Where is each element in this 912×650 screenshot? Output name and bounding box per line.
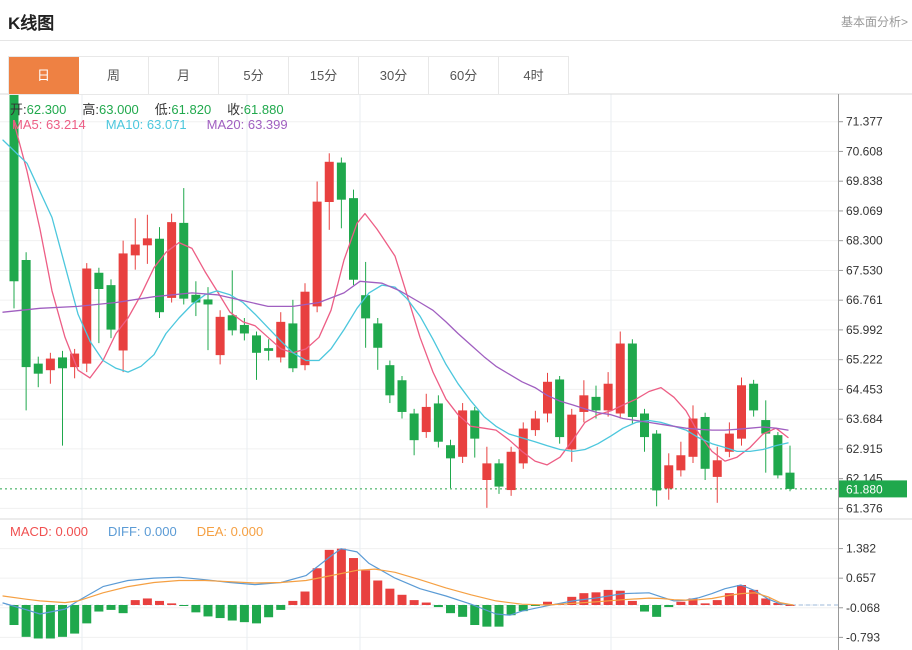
price-tick-label: 69.838 xyxy=(846,174,883,188)
period-tabbar: 日周月 5分 15分 30分 60分 4时 xyxy=(8,56,569,95)
price-tick-label: 64.453 xyxy=(846,382,883,396)
ma-readout: MA5: 63.214 MA10: 63.071 MA20: 63.399 xyxy=(12,117,288,132)
tab-周[interactable]: 周 xyxy=(79,57,149,94)
ma5-line xyxy=(13,122,789,466)
title-divider xyxy=(0,40,912,41)
tab-4时[interactable]: 4时 xyxy=(499,57,568,94)
high-readout: 高:63.000 xyxy=(82,102,139,117)
macd-value-2: DEA: 0.000 xyxy=(196,524,264,539)
price-tick-label: 68.300 xyxy=(846,234,883,248)
tab-月[interactable]: 月 xyxy=(149,57,219,94)
ma20-line xyxy=(2,280,789,431)
tab-60分[interactable]: 60分 xyxy=(429,57,499,94)
macd-value-0: MACD: 0.000 xyxy=(10,524,89,539)
tab-15分[interactable]: 15分 xyxy=(289,57,359,94)
macd-tick-label: -0.793 xyxy=(846,630,880,644)
dea-line xyxy=(2,568,794,606)
low-readout: 低:61.820 xyxy=(154,102,212,117)
ma-value-0: MA5: 63.214 xyxy=(12,117,86,132)
diff-line xyxy=(2,548,794,616)
macd-readout: MACD: 0.000 DIFF: 0.000 DEA: 0.000 xyxy=(10,524,263,539)
ma-value-1: MA10: 63.071 xyxy=(105,117,187,132)
macd-tick-label: 0.657 xyxy=(846,571,876,585)
macd-tick-label: -0.068 xyxy=(846,601,880,615)
price-tick-label: 65.222 xyxy=(846,353,883,367)
price-tick-label: 66.761 xyxy=(846,293,883,307)
ma10-line xyxy=(2,139,789,453)
price-tick-label: 69.069 xyxy=(846,204,883,218)
fundamental-analysis-link[interactable]: 基本面分析> xyxy=(840,15,908,29)
tab-日[interactable]: 日 xyxy=(9,57,79,94)
price-tick-label: 70.608 xyxy=(846,144,883,158)
page-title: K线图 xyxy=(8,14,55,33)
price-tick-label: 65.992 xyxy=(846,323,883,337)
ohlc-readout: 开:62.300 高:63.000 低:61.820 收:61.880 xyxy=(10,99,284,118)
close-readout: 收:61.880 xyxy=(227,102,284,117)
price-tick-label: 62.915 xyxy=(846,442,883,456)
macd-value-1: DIFF: 0.000 xyxy=(108,524,177,539)
price-tick-label: 61.376 xyxy=(846,501,883,515)
tab-30分[interactable]: 30分 xyxy=(359,57,429,94)
price-tick-label: 67.530 xyxy=(846,263,883,277)
candles-layer xyxy=(9,89,795,508)
macd-bars-layer xyxy=(9,548,795,639)
open-readout: 开:62.300 xyxy=(10,102,67,117)
ma-value-2: MA20: 63.399 xyxy=(206,117,288,132)
price-tick-label: 63.684 xyxy=(846,412,883,426)
macd-tick-label: 1.382 xyxy=(846,542,876,556)
last-price-badge-text: 61.880 xyxy=(846,482,883,496)
price-tick-label: 71.377 xyxy=(846,115,883,129)
last-price-badge xyxy=(839,480,907,498)
tab-5分[interactable]: 5分 xyxy=(219,57,289,94)
